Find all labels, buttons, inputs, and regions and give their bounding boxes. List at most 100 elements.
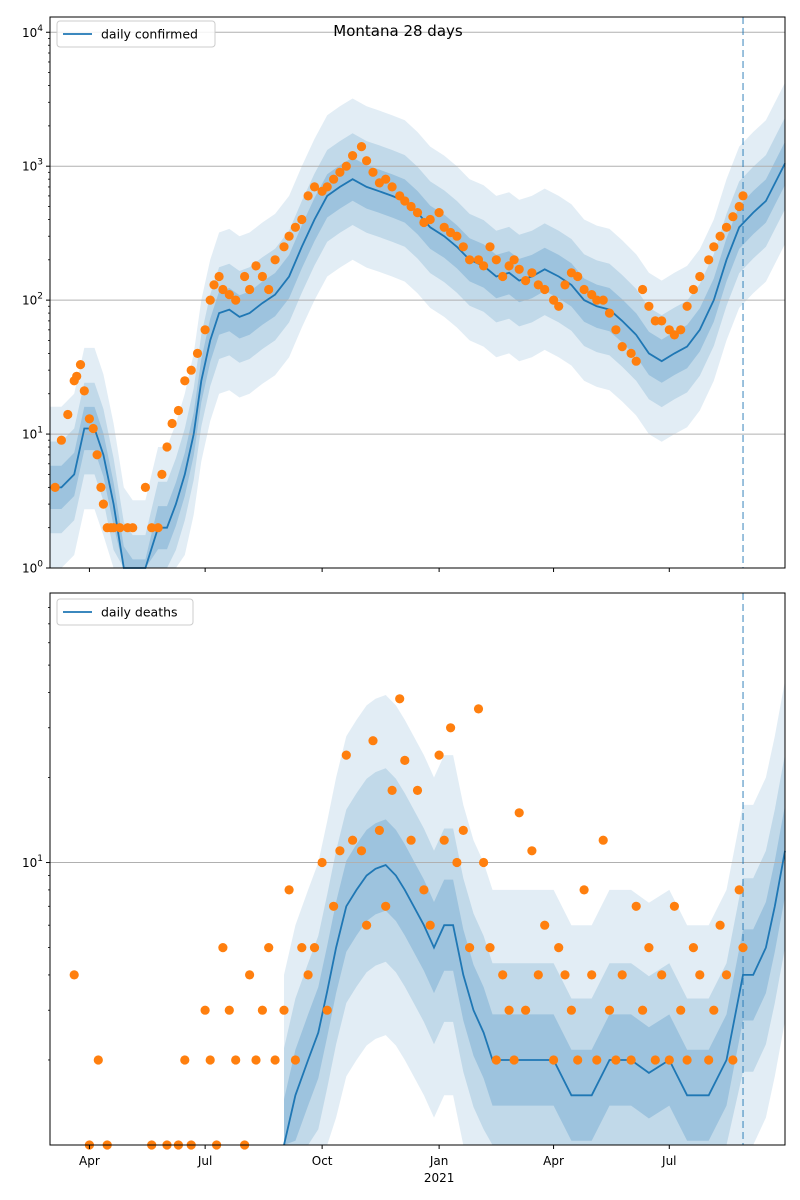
confirmed-observed-point [98,499,108,509]
confirmed-observed-point [669,330,680,340]
deaths-observed-point [290,1055,300,1065]
confirmed-x-axis-ticks [88,568,670,572]
x-tick-label: Apr [79,1154,100,1168]
deaths-observed-point [400,755,410,766]
confirmed-observed-point [147,523,157,533]
deaths-observed-point [734,885,744,895]
deaths-observed-point [560,970,570,980]
deaths-observed-point [669,901,680,911]
confirmed-observed-point [676,325,686,335]
confirmed-observed-point [180,376,190,386]
confirmed-observed-point [270,255,280,265]
deaths-observed-point [279,1005,289,1015]
deaths-observed-point [715,920,725,930]
confirmed-observed-point [50,482,60,492]
confirmed-observed-point [341,161,351,171]
deaths-observed-point [573,1055,583,1065]
deaths-observed-point [587,970,597,980]
confirmed-observed-point [362,156,372,166]
deaths-observed-point [638,1005,648,1015]
deaths-observed-point [425,920,435,930]
confirmed-observed-point [626,348,636,358]
confirmed-observed-point [214,271,224,282]
confirmed-observed-point [688,284,699,295]
confirmed-legend: daily confirmed [56,20,216,48]
deaths-observed-point [617,970,627,980]
deaths-observed-point [180,1055,190,1065]
deaths-observed-point [473,704,484,714]
confirmed-observed-point [452,231,462,241]
deaths-observed-point [533,970,543,980]
confirmed-observed-point [695,271,705,282]
confirmed-observed-point [186,365,196,375]
deaths-observed-point [644,943,654,953]
deaths-band-0 [284,680,785,1145]
deaths-observed-point [395,694,405,704]
deaths-observed-point [224,1005,234,1015]
confirmed-observed-point [592,295,602,305]
deaths-observed-point [504,1005,514,1015]
deaths-observed-point [284,885,294,895]
deaths-observed-point [257,1005,267,1015]
confirmed-observed-point [284,231,294,241]
deaths-observed-point [218,943,228,953]
confirmed-observed-point [84,414,94,424]
deaths-observed-point [688,943,699,953]
confirmed-observed-point [322,182,332,192]
deaths-observed-point [245,970,255,980]
confirmed-observed-point [96,482,106,492]
confirmed-observed-point [63,409,73,420]
confirmed-band-1 [50,117,785,568]
x-tick-label: Jul [661,1154,676,1168]
deaths-observed-point [270,1055,280,1065]
deaths-observed-point [452,857,462,868]
confirmed-observed-point [644,301,654,311]
confirmed-observed-point [406,201,416,212]
x-tick-year-label: 2021 [424,1171,455,1185]
confirmed-legend-box [56,20,216,48]
deaths-observed-point [341,750,351,760]
confirmed-observed-point [192,348,203,358]
deaths-observed-point [479,857,489,868]
confirmed-observed-point [348,151,358,161]
confirmed-observed-point [527,268,537,278]
deaths-observed-point [540,920,550,930]
confirmed-observed-point [251,261,261,271]
confirmed-observed-point [657,316,667,326]
confirmed-uncertainty-bands [50,82,785,568]
confirmed-observed-point [540,284,550,295]
deaths-observed-point [626,1055,636,1065]
x-tick-label: Oct [312,1154,333,1168]
confirmed-legend-label: daily confirmed [101,27,198,42]
deaths-observed-point [509,1055,519,1065]
confirmed-observed-point [173,405,183,416]
deaths-observed-point [434,750,444,760]
confirmed-observed-point [115,523,125,533]
deaths-observed-point [566,1005,577,1015]
confirmed-band-2 [50,141,785,568]
confirmed-observed-point [329,174,339,184]
deaths-observed-point [604,1005,615,1015]
confirmed-observed-point [88,423,98,434]
confirmed-observed-point [240,271,250,282]
deaths-observed-point [329,901,339,911]
confirmed-observed-point [56,435,66,445]
deaths-observed-point [650,1055,660,1065]
deaths-observed-point [251,1055,261,1065]
confirmed-observed-point [309,182,320,192]
confirmed-observed-point [356,142,367,152]
confirmed-observed-point [335,167,345,177]
deaths-observed-point [387,785,397,796]
x-tick-label: Jul [197,1154,212,1168]
deaths-observed-points [69,694,748,1150]
confirmed-observed-point [579,284,589,295]
deaths-observed-point [721,970,732,980]
confirmed-observed-point [573,271,583,282]
deaths-observed-point [297,943,307,953]
confirmed-observed-points [50,142,748,533]
confirmed-observed-point [412,208,423,218]
confirmed-observed-point [549,295,559,305]
deaths-observed-point [303,970,313,980]
deaths-observed-point [205,1055,215,1065]
deaths-observed-point [356,846,367,856]
